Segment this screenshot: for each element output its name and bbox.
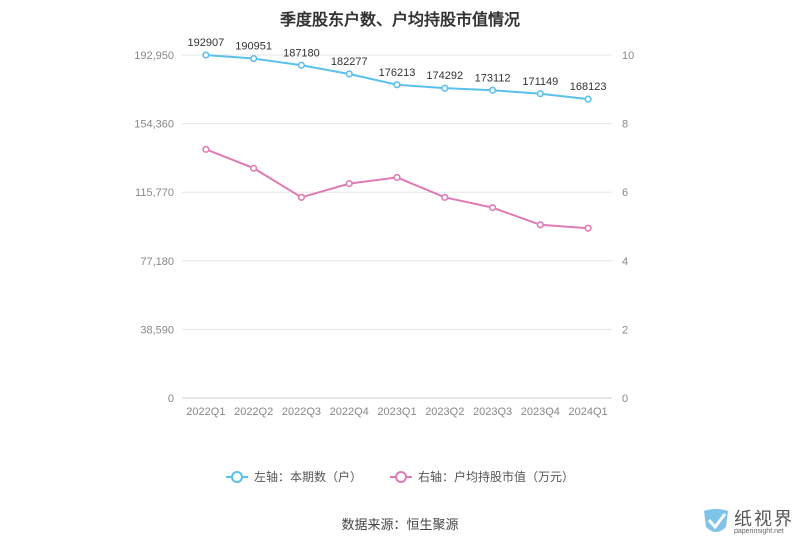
- data-point-left: [345, 70, 353, 78]
- legend-swatch-left: [225, 470, 248, 483]
- x-tick-label: 2022Q4: [330, 406, 369, 418]
- data-point-left: [202, 51, 210, 59]
- x-tick-label: 2024Q1: [569, 406, 608, 418]
- data-point-left: [441, 84, 449, 92]
- y-left-tick-label: 154,360: [134, 119, 174, 131]
- y-right-tick-label: 2: [622, 324, 628, 336]
- data-label: 192907: [188, 37, 225, 49]
- y-left-tick-label: 38,590: [140, 324, 174, 336]
- data-label: 173112: [475, 72, 511, 84]
- data-label: 190951: [235, 41, 272, 53]
- legend-item-left[interactable]: 左轴：本期数（户）: [225, 468, 362, 485]
- x-tick-label: 2023Q4: [521, 406, 560, 418]
- data-point-right: [297, 193, 306, 201]
- logo-icon: [704, 509, 728, 532]
- data-point-right: [250, 164, 258, 172]
- logo-url: paperinsight.net: [734, 528, 784, 535]
- data-point-right: [536, 221, 544, 229]
- data-label: 171149: [522, 76, 558, 88]
- data-label: 182277: [331, 56, 368, 68]
- x-tick-label: 2023Q3: [473, 406, 512, 418]
- data-label: 174292: [426, 70, 463, 82]
- data-label: 187180: [283, 47, 320, 59]
- line-chart: 0 0 38,590 2 77,180 4 115,770 6 154,360 8 192,950 1…: [134, 37, 634, 418]
- legend-swatch-right: [390, 470, 412, 483]
- y-right-tick-label: 10: [622, 50, 634, 62]
- logo-text: 纸视界: [734, 509, 794, 530]
- x-tick-label: 2022Q1: [186, 406, 225, 418]
- data-point-left: [250, 54, 258, 63]
- data-point-right: [393, 173, 401, 182]
- data-point-right: [584, 224, 592, 232]
- data-point-left: [584, 95, 592, 103]
- y-right-tick-label: 8: [622, 119, 628, 131]
- y-left-tick-label: 115,770: [135, 187, 174, 199]
- x-tick-label: 2023Q2: [425, 406, 464, 418]
- chart-title: 季度股东户数、户均持股市值情况: [279, 12, 520, 29]
- legend-item-right[interactable]: 右轴：户均持股市值（万元）: [390, 468, 574, 485]
- y-right-tick-label: 4: [622, 256, 628, 268]
- legend-label-right: 右轴：户均持股市值（万元）: [418, 470, 575, 484]
- data-point-right: [345, 180, 353, 188]
- data-point-right: [441, 193, 449, 201]
- data-point-left: [536, 90, 544, 98]
- y-right-tick-label: 6: [622, 187, 628, 199]
- legend-label-left: 左轴：本期数（户）: [253, 470, 362, 484]
- y-right-tick-label: 0: [622, 393, 628, 405]
- data-point-right: [488, 204, 497, 212]
- y-left-tick-label: 77,180: [140, 256, 174, 268]
- x-tick-label: 2023Q1: [377, 406, 416, 418]
- data-point-left: [297, 61, 306, 69]
- data-label: 168123: [570, 81, 607, 93]
- series-line-right: [205, 148, 589, 230]
- y-left-tick-label: 192,950: [134, 50, 174, 62]
- logo: 纸视界 paperinsight.net: [700, 503, 800, 541]
- data-point-right: [202, 145, 210, 153]
- data-source: 数据来源：恒生聚源: [341, 517, 459, 532]
- y-left-tick-label: 0: [168, 393, 174, 405]
- data-point-left: [488, 86, 497, 94]
- x-tick-label: 2022Q2: [234, 406, 273, 418]
- legend: 左轴：本期数（户） 右轴：户均持股市值（万元）: [0, 468, 800, 485]
- data-point-left: [393, 81, 401, 89]
- data-label: 176213: [379, 67, 416, 79]
- x-tick-label: 2022Q3: [282, 406, 321, 418]
